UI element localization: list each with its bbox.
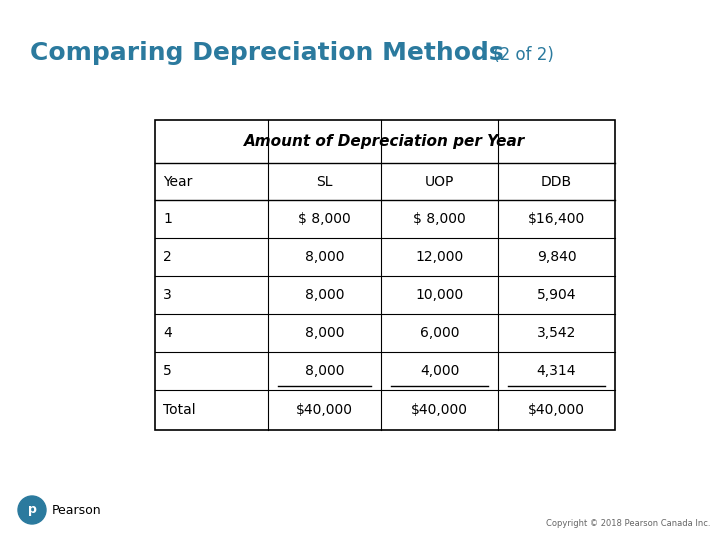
Text: DDB: DDB <box>541 174 572 188</box>
Text: 8,000: 8,000 <box>305 326 344 340</box>
Text: 5,904: 5,904 <box>536 288 576 302</box>
Text: Comparing Depreciation Methods: Comparing Depreciation Methods <box>30 41 503 65</box>
Text: 10,000: 10,000 <box>415 288 464 302</box>
Text: $ 8,000: $ 8,000 <box>298 212 351 226</box>
Text: 12,000: 12,000 <box>415 250 464 264</box>
Text: $40,000: $40,000 <box>411 403 468 417</box>
Text: $40,000: $40,000 <box>296 403 353 417</box>
Text: 8,000: 8,000 <box>305 288 344 302</box>
Text: 5: 5 <box>163 364 172 378</box>
Text: Amount of Depreciation per Year: Amount of Depreciation per Year <box>244 134 526 149</box>
Text: SL: SL <box>316 174 333 188</box>
Text: $ 8,000: $ 8,000 <box>413 212 466 226</box>
Text: Copyright © 2018 Pearson Canada Inc.: Copyright © 2018 Pearson Canada Inc. <box>546 518 710 528</box>
Text: $16,400: $16,400 <box>528 212 585 226</box>
Text: 8,000: 8,000 <box>305 364 344 378</box>
Text: Total: Total <box>163 403 196 417</box>
Text: (2 of 2): (2 of 2) <box>488 46 554 64</box>
Text: Pearson: Pearson <box>52 503 102 516</box>
Text: Year: Year <box>163 174 192 188</box>
Text: 8,000: 8,000 <box>305 250 344 264</box>
Text: 9,840: 9,840 <box>536 250 576 264</box>
Text: p: p <box>27 503 37 516</box>
Text: 3,542: 3,542 <box>537 326 576 340</box>
Text: 4,314: 4,314 <box>536 364 576 378</box>
Text: 4,000: 4,000 <box>420 364 459 378</box>
Text: 6,000: 6,000 <box>420 326 459 340</box>
Text: $40,000: $40,000 <box>528 403 585 417</box>
Text: 1: 1 <box>163 212 172 226</box>
Text: UOP: UOP <box>425 174 454 188</box>
Text: 4: 4 <box>163 326 172 340</box>
Text: 2: 2 <box>163 250 172 264</box>
Text: 3: 3 <box>163 288 172 302</box>
